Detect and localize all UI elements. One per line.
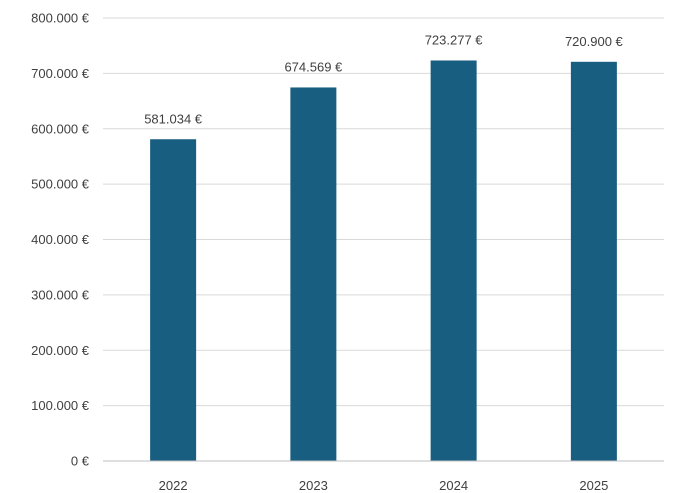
y-tick-label: 500.000 €	[31, 177, 90, 192]
y-tick-label: 800.000 €	[31, 11, 90, 26]
y-tick-label: 300.000 €	[31, 287, 90, 302]
data-label-2023: 674.569 €	[284, 59, 343, 74]
bar-2025	[570, 61, 617, 461]
y-tick-label: 700.000 €	[31, 66, 90, 81]
bars	[150, 60, 617, 462]
x-tick-label: 2023	[299, 478, 328, 493]
x-axis-ticks: 2022 2023 2024 2025	[159, 478, 609, 493]
y-tick-label: 0 €	[71, 454, 90, 469]
y-tick-label: 200.000 €	[31, 343, 90, 358]
bar-2022	[150, 139, 197, 461]
data-label-2022: 581.034 €	[144, 111, 203, 126]
data-label-2025: 720.900 €	[565, 34, 624, 49]
data-label-2024: 723.277 €	[425, 32, 484, 47]
x-tick-label: 2025	[579, 478, 608, 493]
gridlines	[103, 17, 664, 407]
x-tick-label: 2022	[159, 478, 188, 493]
y-tick-label: 100.000 €	[31, 398, 90, 413]
bar-2023	[290, 87, 337, 462]
y-axis-ticks: 0 € 100.000 € 200.000 € 300.000 € 400.000 € 5…	[31, 11, 90, 469]
y-tick-label: 400.000 €	[31, 232, 90, 247]
y-tick-label: 600.000 €	[31, 121, 90, 136]
x-tick-label: 2024	[439, 478, 468, 493]
bar-2024	[430, 60, 477, 462]
data-labels: 581.034 € 674.569 € 723.277 € 720.900 €	[144, 32, 623, 126]
